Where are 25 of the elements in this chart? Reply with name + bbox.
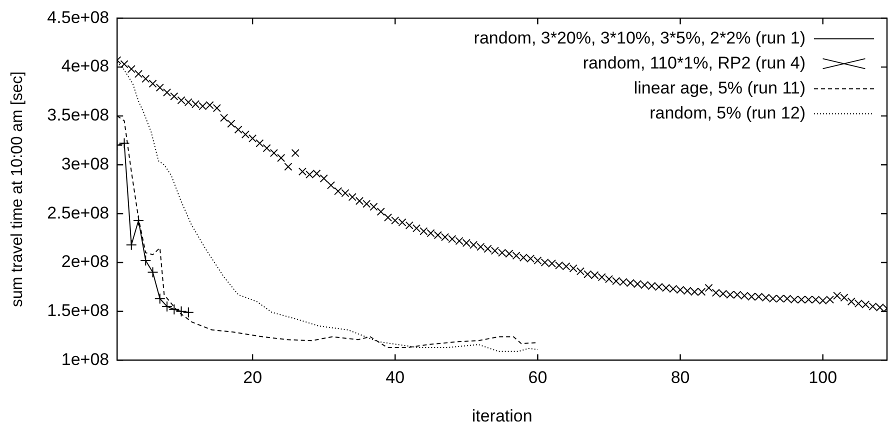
x-tick-label: 80 xyxy=(670,368,690,388)
y-tick-label: 2e+08 xyxy=(61,252,110,272)
y-tick-label: 2.5e+08 xyxy=(47,203,110,222)
point xyxy=(126,239,137,250)
legend-label: linear age, 5% (run 11) xyxy=(634,78,806,98)
y-tick-label: 3e+08 xyxy=(61,154,110,174)
point xyxy=(154,293,166,304)
legend-label: random, 5% (run 12) xyxy=(650,103,806,122)
point xyxy=(147,266,158,278)
point xyxy=(176,306,187,317)
point xyxy=(140,255,152,266)
y-tick-label: 3.5e+08 xyxy=(47,106,110,125)
y-tick-label: 4e+08 xyxy=(61,56,110,76)
point xyxy=(182,306,194,318)
y-tick-label: 1.5e+08 xyxy=(47,301,110,320)
y-tick-label: 4.5e+08 xyxy=(47,8,110,27)
x-tick-label: 40 xyxy=(386,368,405,388)
x-axis-title: iteration xyxy=(472,406,532,426)
y-tick-label: 1e+08 xyxy=(61,350,110,369)
x-tick-label: 20 xyxy=(243,368,262,388)
legend-label: random, 110*1%, RP2 (run 4) xyxy=(582,53,806,72)
legend-label: random, 3*20%, 3*10%, 3*5%, 2*2% (run 1) xyxy=(474,28,806,48)
x-tick-label: 60 xyxy=(528,368,548,388)
y-axis-title: sum travel time at 10:00 am [sec] xyxy=(9,71,26,308)
x-tick-label: 100 xyxy=(808,368,838,388)
